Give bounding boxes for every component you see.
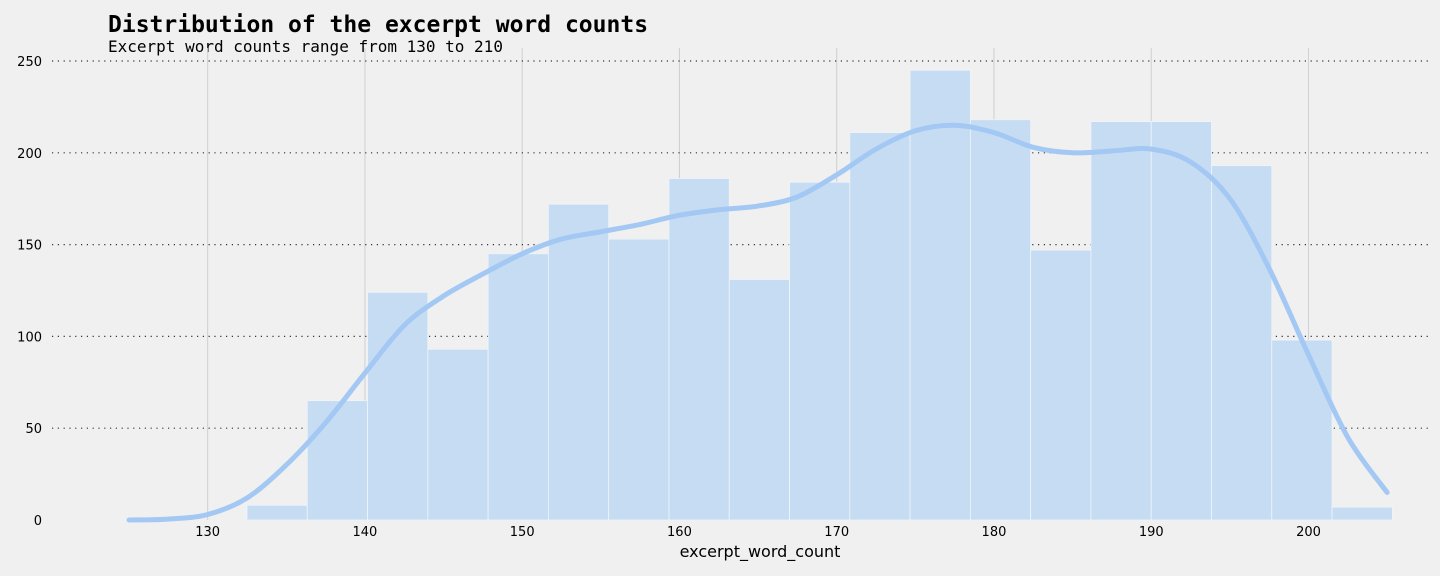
- y-tick-label: 150: [17, 239, 42, 254]
- x-tick-label: 130: [195, 525, 220, 540]
- histogram-bar: [1030, 249, 1092, 521]
- y-tick-label: 100: [17, 330, 42, 345]
- chart-title: Distribution of the excerpt word counts: [108, 12, 649, 38]
- kde-line: [126, 122, 1390, 523]
- histogram-bar: [1211, 165, 1273, 521]
- histogram-bar: [668, 178, 730, 521]
- histogram-bar: [548, 203, 610, 521]
- x-axis-label: excerpt_word_count: [680, 542, 841, 562]
- x-tick-label: 170: [824, 525, 849, 540]
- histogram-bar: [1271, 339, 1333, 521]
- y-tick-label: 200: [17, 147, 42, 162]
- histogram-bar: [728, 279, 790, 521]
- histogram-bar: [1150, 121, 1212, 521]
- histogram-bar: [608, 238, 670, 521]
- x-tick-label: 190: [1139, 525, 1164, 540]
- histogram-bar: [1090, 121, 1152, 521]
- x-tick-label: 140: [353, 525, 378, 540]
- histogram-bar: [789, 181, 851, 521]
- histogram-bar: [909, 69, 971, 521]
- histogram-bar: [849, 132, 911, 521]
- y-tick-label: 50: [25, 422, 42, 437]
- y-tick-label: 0: [34, 514, 42, 529]
- histogram-bar: [306, 400, 368, 521]
- histogram-bar: [487, 253, 549, 521]
- chart-subtitle: Excerpt word counts range from 130 to 21…: [108, 37, 503, 56]
- y-tick-label: 250: [17, 55, 42, 70]
- histogram-bar: [367, 291, 429, 521]
- x-tick-label: 200: [1296, 525, 1321, 540]
- histogram-bar: [427, 348, 489, 521]
- x-tick-label: 150: [510, 525, 535, 540]
- histogram-bar: [969, 119, 1032, 521]
- x-tick-label: 180: [982, 525, 1007, 540]
- x-tick-label: 160: [667, 525, 692, 540]
- histogram-bar: [246, 504, 308, 521]
- histogram-bar: [1331, 506, 1393, 521]
